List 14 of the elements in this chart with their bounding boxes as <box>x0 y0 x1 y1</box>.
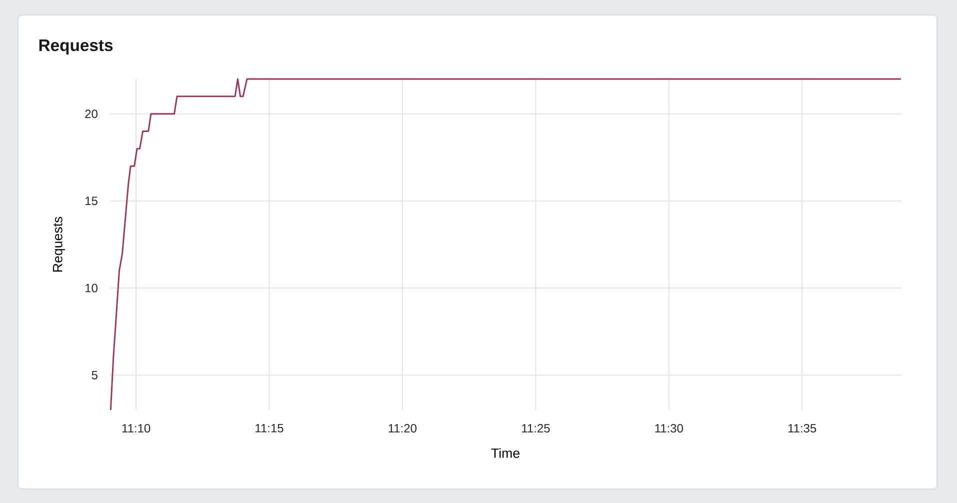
x-axis-title: Time <box>491 448 520 458</box>
x-tick-label: 11:35 <box>788 424 816 433</box>
line-series <box>110 78 902 411</box>
chart-title: Requests <box>39 40 113 54</box>
x-tick-label: 11:15 <box>256 424 284 432</box>
x-tick-label: 11:25 <box>522 424 550 433</box>
y-tick-label: 5 <box>92 370 98 380</box>
x-tick-label: 11:30 <box>655 424 683 433</box>
y-axis-title: Requests <box>53 216 65 272</box>
y-tick-label: 15 <box>86 196 98 206</box>
x-tick-label: 11:10 <box>122 424 150 433</box>
y-tick-label: 10 <box>86 284 98 292</box>
x-tick-label: 11:20 <box>388 424 416 433</box>
y-tick-label: 20 <box>85 110 98 118</box>
